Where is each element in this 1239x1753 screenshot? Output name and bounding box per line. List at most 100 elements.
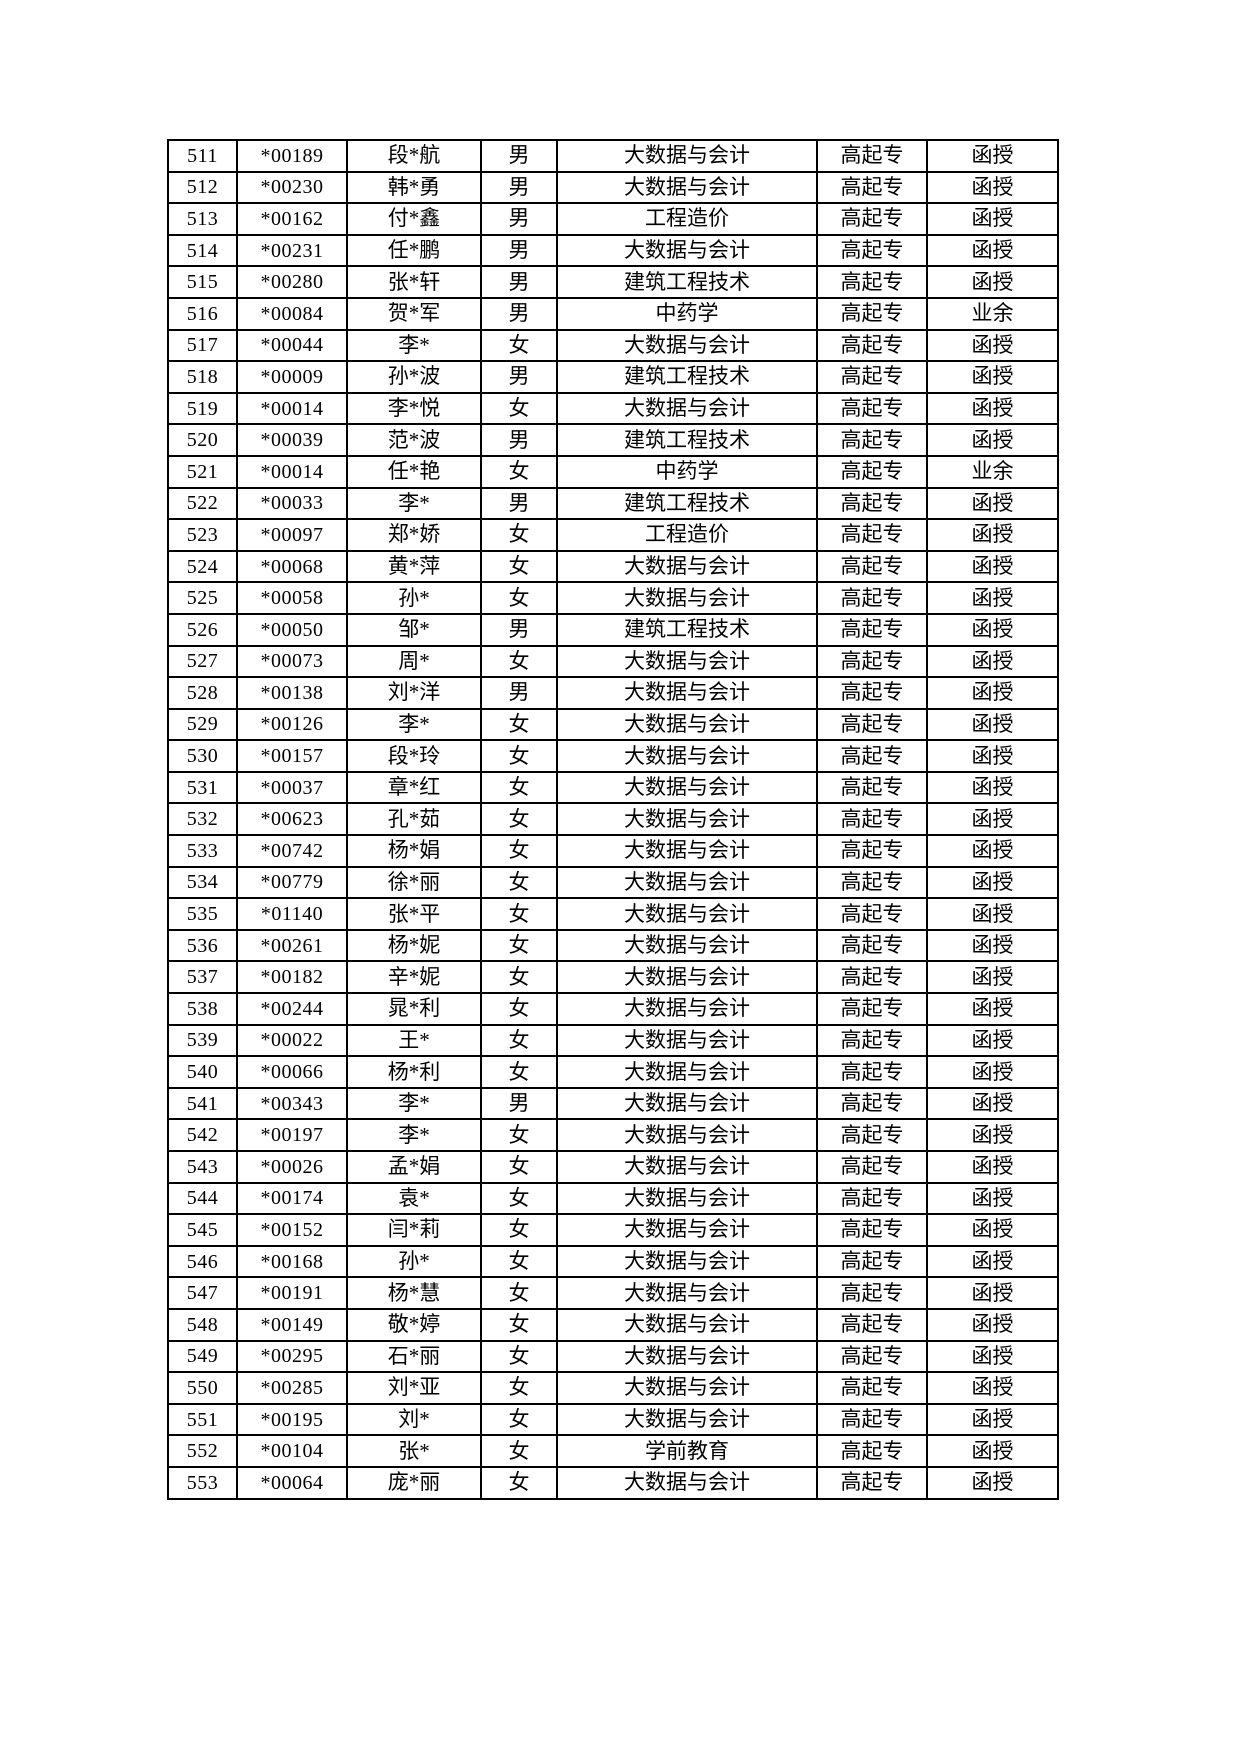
table-row: 517 *00044 李* 女 大数据与会计 高起专 函授: [167, 328, 1059, 363]
major-cell: 大数据与会计: [556, 802, 818, 837]
level-cell: 高起专: [816, 770, 928, 805]
sequence-cell: 553: [167, 1465, 238, 1500]
name-cell: 孙*: [346, 1244, 482, 1279]
name-cell: 周*: [346, 644, 482, 679]
level-cell: 高起专: [816, 1118, 928, 1152]
sequence-cell: 532: [167, 802, 238, 837]
major-cell: 大数据与会计: [556, 1276, 818, 1310]
gender-cell: 女: [480, 549, 558, 584]
level-cell: 高起专: [816, 518, 928, 552]
sequence-cell: 517: [167, 328, 238, 363]
gender-cell: 男: [480, 486, 558, 521]
exam-id-cell: *00104: [236, 1434, 348, 1468]
sequence-cell: 545: [167, 1213, 238, 1247]
study-form-cell: 函授: [926, 1244, 1059, 1279]
exam-id-cell: *00295: [236, 1339, 348, 1374]
gender-cell: 女: [480, 1023, 558, 1058]
study-form-cell: 函授: [926, 328, 1059, 363]
level-cell: 高起专: [816, 1339, 928, 1374]
sequence-cell: 530: [167, 739, 238, 773]
exam-id-cell: *00073: [236, 644, 348, 679]
study-form-cell: 函授: [926, 518, 1059, 552]
name-cell: 李*: [346, 707, 482, 742]
exam-id-cell: *00280: [236, 265, 348, 299]
sequence-cell: 542: [167, 1118, 238, 1152]
major-cell: 大数据与会计: [556, 1023, 818, 1058]
exam-id-cell: *00033: [236, 486, 348, 521]
name-cell: 辛*妮: [346, 960, 482, 995]
sequence-cell: 520: [167, 423, 238, 457]
name-cell: 孔*茹: [346, 802, 482, 837]
exam-id-cell: *00152: [236, 1213, 348, 1247]
major-cell: 大数据与会计: [556, 928, 818, 963]
name-cell: 庞*丽: [346, 1465, 482, 1500]
major-cell: 中药学: [556, 454, 818, 489]
major-cell: 大数据与会计: [556, 549, 818, 584]
sequence-cell: 552: [167, 1434, 238, 1468]
sequence-cell: 535: [167, 897, 238, 931]
level-cell: 高起专: [816, 170, 928, 205]
sequence-cell: 548: [167, 1307, 238, 1342]
study-form-cell: 函授: [926, 802, 1059, 837]
sequence-cell: 536: [167, 928, 238, 963]
gender-cell: 男: [480, 1086, 558, 1121]
study-form-cell: 函授: [926, 1086, 1059, 1121]
major-cell: 大数据与会计: [556, 897, 818, 931]
level-cell: 高起专: [816, 1465, 928, 1500]
table-row: 546 *00168 孙* 女 大数据与会计 高起专 函授: [167, 1244, 1059, 1279]
major-cell: 大数据与会计: [556, 1371, 818, 1405]
table-row: 531 *00037 章*红 女 大数据与会计 高起专 函授: [167, 770, 1059, 805]
study-form-cell: 函授: [926, 423, 1059, 457]
sequence-cell: 516: [167, 296, 238, 331]
sequence-cell: 537: [167, 960, 238, 995]
name-cell: 王*: [346, 1023, 482, 1058]
level-cell: 高起专: [816, 928, 928, 963]
level-cell: 高起专: [816, 1055, 928, 1089]
table-row: 544 *00174 袁* 女 大数据与会计 高起专 函授: [167, 1181, 1059, 1216]
major-cell: 建筑工程技术: [556, 265, 818, 299]
gender-cell: 女: [480, 1181, 558, 1216]
name-cell: 章*红: [346, 770, 482, 805]
level-cell: 高起专: [816, 1371, 928, 1405]
sequence-cell: 533: [167, 834, 238, 868]
table-row: 520 *00039 范*波 男 建筑工程技术 高起专 函授: [167, 423, 1059, 457]
level-cell: 高起专: [816, 454, 928, 489]
level-cell: 高起专: [816, 1213, 928, 1247]
table-row: 547 *00191 杨*慧 女 大数据与会计 高起专 函授: [167, 1276, 1059, 1310]
table-row: 523 *00097 郑*娇 女 工程造价 高起专 函授: [167, 518, 1059, 552]
table-row: 511 *00189 段*航 男 大数据与会计 高起专 函授: [167, 139, 1059, 173]
level-cell: 高起专: [816, 992, 928, 1026]
name-cell: 敬*婷: [346, 1307, 482, 1342]
study-form-cell: 函授: [926, 897, 1059, 931]
major-cell: 大数据与会计: [556, 1150, 818, 1184]
exam-id-cell: *00182: [236, 960, 348, 995]
exam-id-cell: *01140: [236, 897, 348, 931]
study-form-cell: 函授: [926, 960, 1059, 995]
sequence-cell: 543: [167, 1150, 238, 1184]
gender-cell: 女: [480, 707, 558, 742]
table-row: 538 *00244 晁*利 女 大数据与会计 高起专 函授: [167, 992, 1059, 1026]
exam-id-cell: *00244: [236, 992, 348, 1026]
exam-id-cell: *00126: [236, 707, 348, 742]
table-body: 511 *00189 段*航 男 大数据与会计 高起专 函授 512 *0023…: [167, 139, 1059, 1500]
major-cell: 建筑工程技术: [556, 360, 818, 394]
study-form-cell: 函授: [926, 992, 1059, 1026]
level-cell: 高起专: [816, 960, 928, 995]
table-row: 551 *00195 刘* 女 大数据与会计 高起专 函授: [167, 1402, 1059, 1437]
exam-id-cell: *00261: [236, 928, 348, 963]
level-cell: 高起专: [816, 897, 928, 931]
major-cell: 大数据与会计: [556, 770, 818, 805]
study-form-cell: 函授: [926, 170, 1059, 205]
table-row: 542 *00197 李* 女 大数据与会计 高起专 函授: [167, 1118, 1059, 1152]
gender-cell: 女: [480, 391, 558, 426]
gender-cell: 男: [480, 202, 558, 236]
gender-cell: 男: [480, 296, 558, 331]
table-row: 519 *00014 李*悦 女 大数据与会计 高起专 函授: [167, 391, 1059, 426]
exam-id-cell: *00149: [236, 1307, 348, 1342]
exam-id-cell: *00064: [236, 1465, 348, 1500]
exam-id-cell: *00231: [236, 233, 348, 268]
sequence-cell: 531: [167, 770, 238, 805]
gender-cell: 女: [480, 1150, 558, 1184]
gender-cell: 女: [480, 1055, 558, 1089]
table-row: 515 *00280 张*轩 男 建筑工程技术 高起专 函授: [167, 265, 1059, 299]
